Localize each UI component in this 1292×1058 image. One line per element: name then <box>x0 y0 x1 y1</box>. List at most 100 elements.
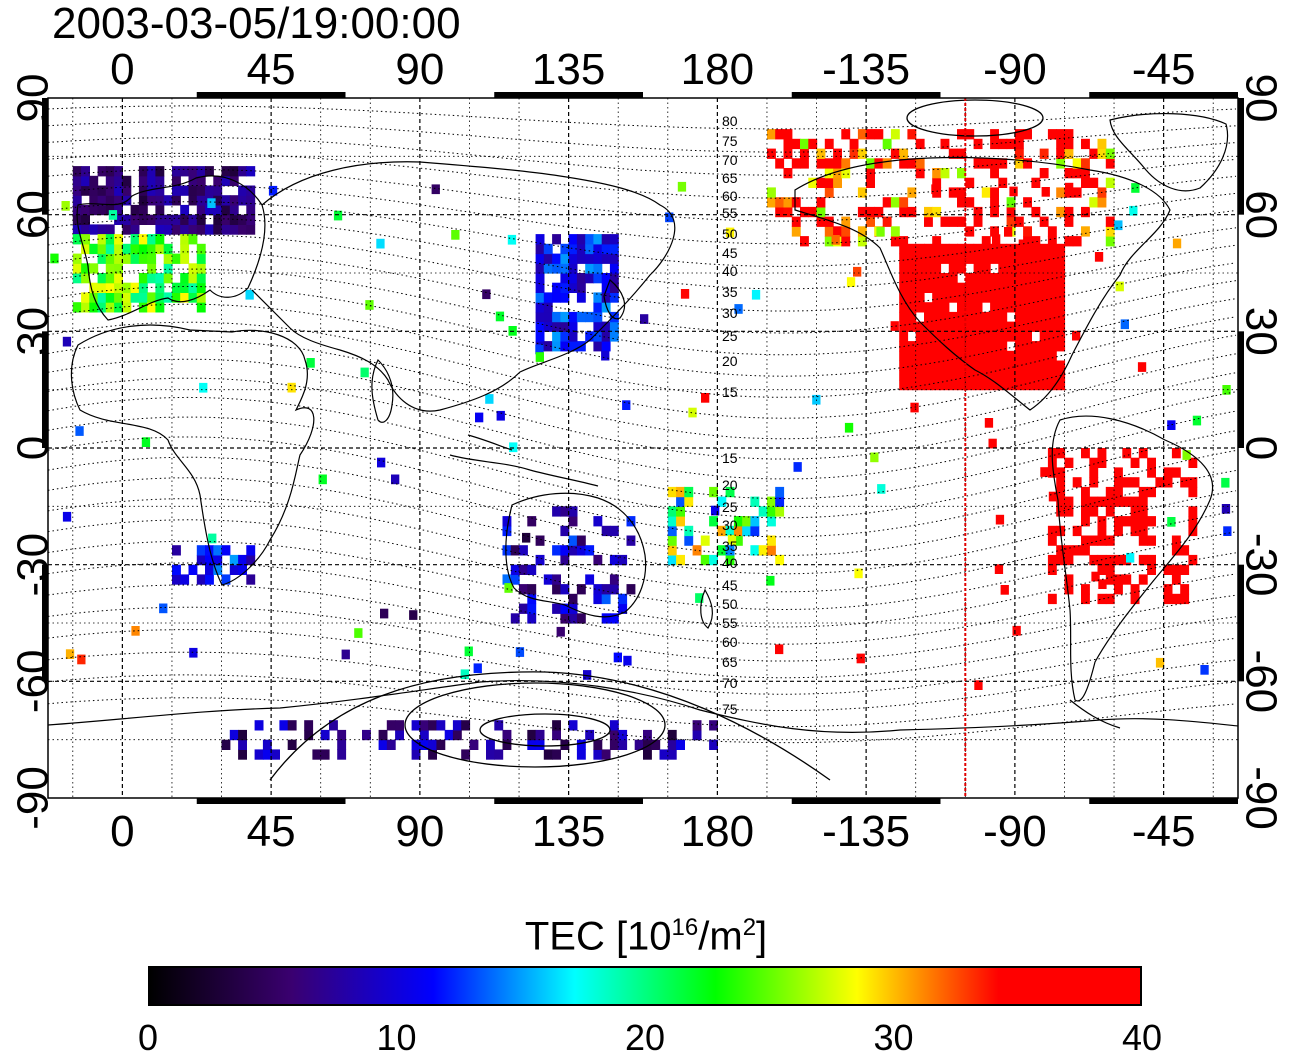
frame-bar-right <box>1238 564 1244 682</box>
tec-cell <box>1081 158 1090 169</box>
tec-cell <box>965 292 975 303</box>
tec-cell <box>510 564 520 575</box>
tec-cell <box>1089 554 1099 566</box>
tec-cell <box>990 129 999 140</box>
tec-cell <box>543 341 553 352</box>
tec-cell <box>205 185 214 196</box>
tec-cell <box>131 626 140 636</box>
tec-cell <box>1031 379 1041 391</box>
tec-cell <box>504 583 513 593</box>
tec-cell <box>155 214 165 225</box>
tec-cell <box>114 243 123 255</box>
tec-cell <box>1091 571 1100 582</box>
tec-cell <box>1089 177 1099 188</box>
tec-cell <box>1006 379 1016 391</box>
tec-cell <box>97 185 107 196</box>
tec-cell <box>725 545 735 556</box>
tec-cell <box>1014 331 1024 342</box>
frame-bar-left <box>42 98 48 215</box>
magnetic-contour <box>48 321 1237 419</box>
tec-cell <box>791 197 801 208</box>
tec-cell <box>72 253 82 264</box>
tec-cell <box>957 197 966 208</box>
tec-cell <box>196 263 206 274</box>
tec-cell <box>957 129 966 140</box>
tec-cell <box>576 243 586 255</box>
tec-cell <box>973 253 983 264</box>
tec-cell <box>428 749 437 760</box>
tec-cell <box>609 292 619 303</box>
tec-cell <box>1138 535 1148 546</box>
tec-cell <box>81 263 90 274</box>
tec-cell <box>196 185 206 196</box>
tec-cell <box>238 554 247 566</box>
tec-cell <box>552 292 561 303</box>
tec-cell <box>486 739 495 750</box>
tec-cell <box>552 253 561 264</box>
tec-cell <box>1039 350 1049 362</box>
tec-cell <box>527 603 537 614</box>
tec-cell <box>601 321 611 332</box>
tec-cell <box>1072 545 1082 556</box>
tec-cell <box>1039 263 1049 274</box>
tec-cell <box>742 516 752 527</box>
tec-cell <box>1105 564 1115 575</box>
tec-cell <box>981 243 991 255</box>
tec-cell <box>1014 253 1024 264</box>
tec-cell <box>791 158 801 169</box>
tec-cell <box>709 516 718 527</box>
tec-cell <box>1039 168 1049 179</box>
tec-cell <box>907 187 917 198</box>
tec-cell <box>147 253 157 264</box>
left-lat-tick-label: 0 <box>9 436 58 460</box>
contour-label: 65 <box>722 170 738 186</box>
tec-cell <box>833 158 842 169</box>
tec-cell <box>700 535 710 546</box>
tec-cell <box>1039 216 1049 227</box>
india-coast <box>371 358 394 423</box>
tec-cell <box>50 253 59 264</box>
tec-cell <box>618 603 628 614</box>
tec-cell <box>915 243 925 255</box>
tec-cell <box>519 584 528 595</box>
tec-cell <box>1056 148 1066 159</box>
tec-cell <box>824 177 834 188</box>
tec-cell <box>1023 158 1032 169</box>
tec-cell <box>576 535 586 546</box>
tec-cell <box>568 273 578 284</box>
tec-cell <box>89 243 99 255</box>
tec-cell <box>1031 263 1041 274</box>
tec-cell <box>568 263 578 274</box>
tec-cell <box>89 282 99 293</box>
magnetic-contour <box>48 436 1237 538</box>
tec-cell <box>1014 273 1024 284</box>
europe-coast <box>76 175 266 321</box>
tec-cell <box>601 331 611 342</box>
tec-cell <box>105 166 115 177</box>
tec-cell <box>924 243 933 255</box>
tec-cell <box>155 175 165 187</box>
tec-cell <box>130 243 140 255</box>
tec-cell <box>1171 574 1181 585</box>
tec-cell <box>750 545 760 556</box>
tec-cell <box>1114 467 1123 478</box>
tec-cell <box>1081 496 1090 507</box>
magnetic-contour <box>48 498 1237 593</box>
tec-cell <box>1039 243 1049 255</box>
tec-cell <box>180 574 190 585</box>
tec-cell <box>899 206 909 218</box>
frame-bar-left <box>42 564 48 682</box>
tec-cell <box>1047 593 1057 605</box>
tec-cell <box>1222 385 1231 395</box>
tec-cell <box>380 608 389 619</box>
tec-cell <box>791 216 801 227</box>
tec-cell <box>246 166 256 177</box>
tec-cell <box>932 302 942 313</box>
tec-cell <box>998 360 1008 371</box>
tec-cell <box>924 341 933 352</box>
tec-cell <box>1188 516 1198 527</box>
tec-cell <box>709 554 718 566</box>
tec-cell <box>163 253 173 264</box>
tec-cell <box>924 321 933 332</box>
tec-cell <box>444 729 454 741</box>
